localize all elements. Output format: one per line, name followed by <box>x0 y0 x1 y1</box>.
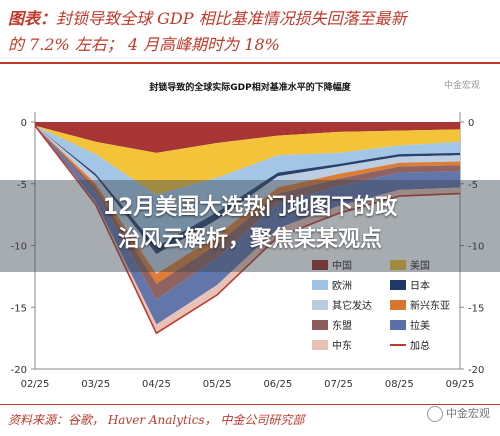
footer-watermark: 中金宏观 <box>427 405 490 422</box>
legend-label-7: 拉美 <box>410 319 430 332</box>
source-note: 资料来源：谷歌， Haver Analytics， 中金公司研究部 <box>8 413 305 427</box>
legend-swatch-2 <box>312 280 328 290</box>
overlay-line-2: 治风云解析，聚焦某某观点 <box>117 227 382 252</box>
legend-label-2: 欧洲 <box>332 280 352 292</box>
x-tick-label-6: 08/25 <box>385 379 414 390</box>
legend-swatch-7 <box>390 320 406 330</box>
legend-swatch-6 <box>312 320 328 330</box>
legend-label-5: 新兴东亚 <box>410 299 450 312</box>
chart-header: 图表：封锁导致全球 GDP 相比基准情况损失回落至最新 的 7.2% 左右； 4… <box>8 6 492 58</box>
y-tick-label-left-1: -5 <box>17 180 27 191</box>
legend-swatch-5 <box>390 300 406 310</box>
legend-swatch-3 <box>390 280 406 290</box>
y-tick-label-left-0: 0 <box>21 118 27 129</box>
x-tick-label-4: 06/25 <box>263 379 292 390</box>
x-tick-label-5: 07/25 <box>324 379 353 390</box>
overlay-banner: 12月美国大选热门地图下的政 治风云解析，聚焦某某观点 <box>0 180 500 272</box>
area-series-0 <box>35 122 460 153</box>
y-tick-label-right-1: -5 <box>468 180 478 191</box>
legend-label-4: 其它发达 <box>332 299 372 312</box>
header-line-1: 图表：封锁导致全球 GDP 相比基准情况损失回落至最新 <box>8 6 492 32</box>
area-series-4 <box>35 125 460 274</box>
header-text-1: 封锁导致全球 GDP 相比基准情况损失回落至最新 <box>56 9 407 28</box>
area-series-2 <box>35 125 460 247</box>
line-series-total <box>34 125 461 335</box>
x-tick-label-2: 04/25 <box>142 379 171 390</box>
legend-label-1: 美国 <box>410 259 430 272</box>
y-tick-label-right-2: -10 <box>468 242 484 253</box>
top-divider <box>0 62 500 64</box>
chart-container: 封锁导致的全球实际GDP相对基准水平的下降幅度 中金宏观 0 0 -5 -5 -10 -1… <box>0 64 500 400</box>
y-tick-label-left-2: -10 <box>11 242 27 253</box>
legend-label-0: 中国 <box>332 259 352 272</box>
x-tick-label-1: 03/25 <box>81 379 110 390</box>
y-tick-label-left-4: -20 <box>11 365 27 376</box>
wechat-logo-icon <box>427 406 443 422</box>
chart-watermark: 中金宏观 <box>444 79 480 91</box>
area-series-7 <box>35 125 460 325</box>
y-tick-label-left-3: -15 <box>11 303 27 314</box>
footer-watermark-text: 中金宏观 <box>446 407 490 420</box>
plot-area: 0 0 -5 -5 -10 -10 -15 -15 -20 -20 02/25 03/25 04/25 0… <box>11 112 484 390</box>
legend-label-6: 东盟 <box>332 319 352 332</box>
legend-swatch-1 <box>390 260 406 270</box>
area-series-1 <box>35 125 460 195</box>
legend-swatch-8 <box>312 340 328 350</box>
x-tick-label-0: 02/25 <box>21 379 50 390</box>
legend-label-9: 加总 <box>410 339 430 352</box>
x-tick-label-3: 05/25 <box>203 379 232 390</box>
y-tick-label-right-0: 0 <box>468 118 474 129</box>
overlay-line-1: 12月美国大选热门地图下的政 <box>102 195 398 220</box>
y-tick-label-right-3: -15 <box>468 303 484 314</box>
y-tick-label-right-4: -20 <box>468 365 484 376</box>
legend-label-3: 日本 <box>410 279 430 292</box>
x-tick-label-7: 09/25 <box>446 379 475 390</box>
legend-swatch-4 <box>312 300 328 310</box>
chart-svg: 封锁导致的全球实际GDP相对基准水平的下降幅度 中金宏观 0 0 -5 -5 -10 -1… <box>0 64 500 400</box>
bottom-divider <box>0 404 500 405</box>
header-line-2: 的 7.2% 左右； 4 月高峰期时为 18% <box>8 35 280 54</box>
legend-swatch-0 <box>312 260 328 270</box>
chart-title: 封锁导致的全球实际GDP相对基准水平的下降幅度 <box>149 81 351 93</box>
header-label: 图表： <box>8 9 57 28</box>
legend-label-8: 中东 <box>332 339 352 352</box>
